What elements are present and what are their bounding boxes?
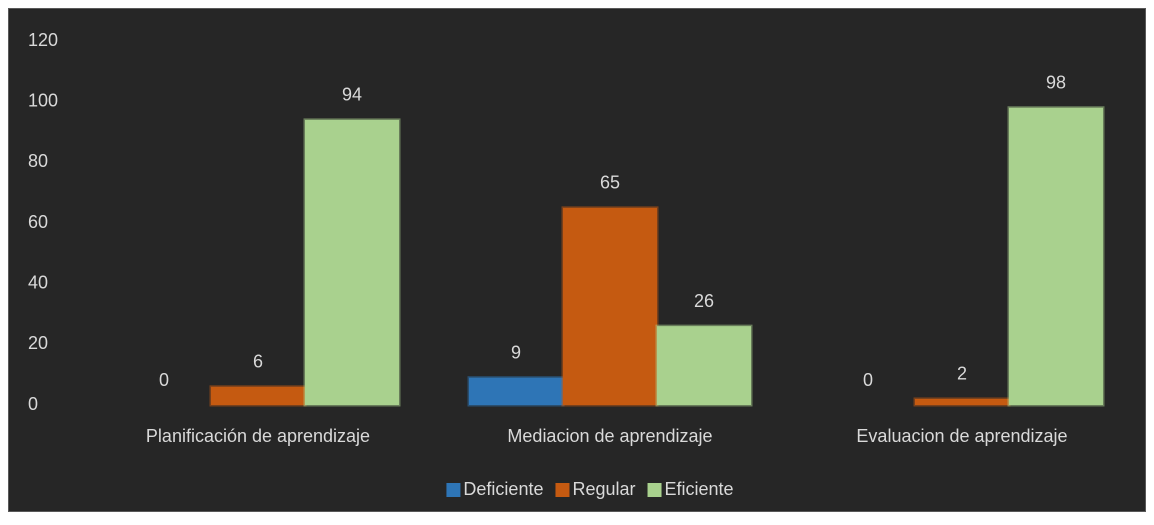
legend-label: Deficiente	[463, 479, 543, 499]
bar	[655, 324, 753, 407]
bar	[561, 206, 659, 407]
y-tick-label: 40	[28, 272, 48, 292]
legend-swatch	[555, 483, 570, 497]
x-tick-label: Mediacion de aprendizaje	[507, 426, 712, 446]
legend-label: Eficiente	[665, 479, 734, 499]
y-tick-label: 80	[28, 151, 48, 171]
data-label: 98	[1046, 72, 1066, 92]
legend-swatch	[647, 483, 662, 497]
data-label: 9	[511, 342, 521, 362]
y-tick-label: 0	[28, 394, 38, 414]
data-label: 2	[957, 364, 967, 384]
y-tick-label: 100	[28, 90, 58, 110]
bar	[1007, 106, 1105, 407]
legend-swatch	[446, 483, 461, 497]
x-tick-label: Planificación de aprendizaje	[146, 426, 370, 446]
data-label: 0	[863, 370, 873, 390]
bar	[913, 397, 1011, 407]
data-label: 0	[159, 370, 169, 390]
y-tick-label: 20	[28, 333, 48, 353]
data-label: 94	[342, 85, 362, 105]
bar	[467, 376, 565, 407]
y-tick-label: 60	[28, 212, 48, 232]
x-tick-label: Evaluacion de aprendizaje	[856, 426, 1067, 446]
data-label: 6	[253, 352, 263, 372]
bar	[303, 118, 401, 407]
data-label: 26	[694, 291, 714, 311]
legend-label: Regular	[572, 479, 635, 499]
bar	[209, 385, 307, 407]
y-tick-label: 120	[28, 30, 58, 50]
data-label: 65	[600, 173, 620, 193]
